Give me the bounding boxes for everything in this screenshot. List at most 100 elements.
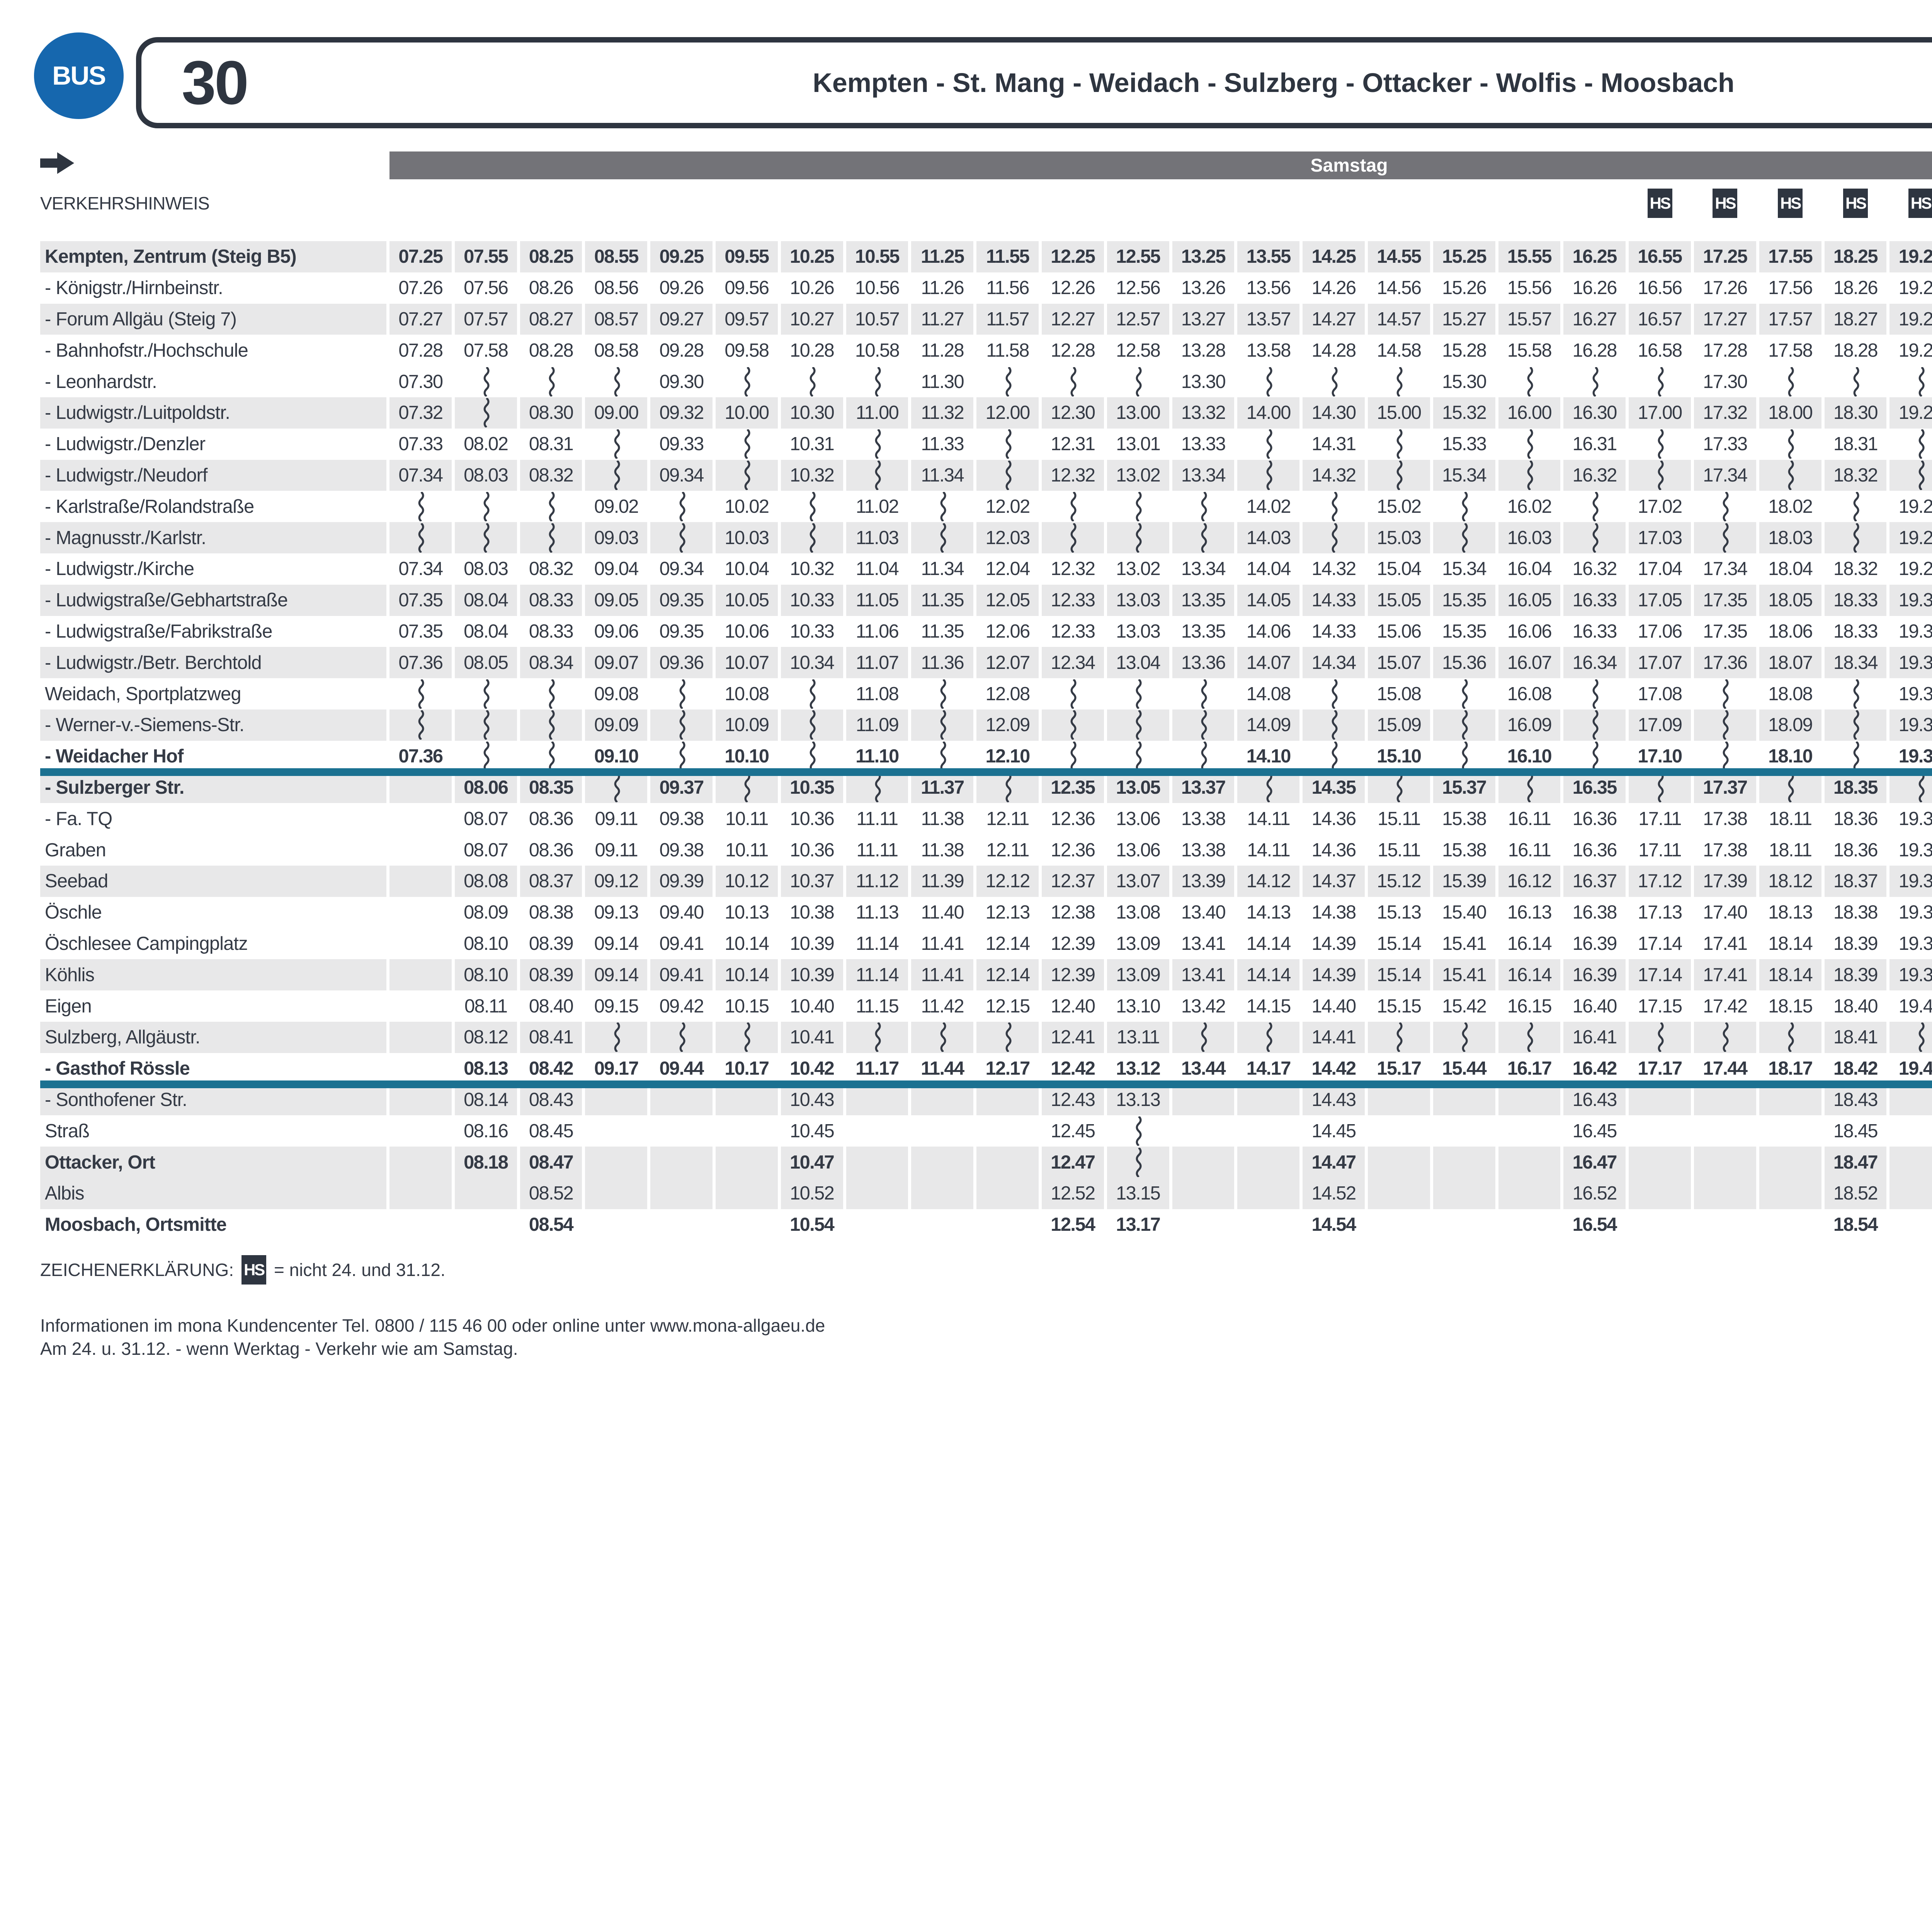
time-cell: 14.26 [1311, 277, 1356, 299]
time-cell: 10.30 [781, 397, 843, 429]
time-cell [1237, 1084, 1300, 1116]
time-cell: 14.05 [1237, 584, 1300, 616]
stop-name-cell: Köhlis [40, 959, 386, 991]
time-cell: 07.30 [398, 371, 443, 392]
time-cell: 18.04 [1768, 558, 1813, 580]
time-cell: 11.36 [911, 647, 974, 679]
time-cell: 13.58 [1246, 340, 1291, 361]
day-banner: Samstag Sonn-/Feiertag VERKEHRSHINWEIS H… [40, 151, 1932, 218]
time-cell: 16.33 [1563, 584, 1626, 616]
time-cell: 16.08 [1507, 683, 1552, 704]
skip-wavy-icon [650, 1021, 713, 1053]
skip-wavy-icon [585, 366, 647, 397]
time-cell: 14.55 [1367, 241, 1430, 272]
time-cell: 09.27 [650, 303, 713, 335]
time-cell: 15.32 [1433, 397, 1495, 429]
time-cell: 19.30 [1889, 584, 1932, 616]
time-cell: 13.30 [1181, 371, 1226, 392]
time-cell: 18.42 [1833, 1058, 1878, 1079]
time-cell: 18.07 [1759, 647, 1821, 679]
time-cell: 16.00 [1498, 397, 1561, 429]
time-cell: 10.34 [781, 647, 843, 679]
time-cell: 15.03 [1367, 522, 1430, 553]
time-cell [389, 1084, 452, 1116]
time-cell: 18.33 [1824, 584, 1887, 616]
time-cell: 08.33 [520, 584, 582, 616]
skip-wavy-icon [1629, 459, 1691, 491]
time-cell: 13.28 [1181, 340, 1226, 361]
skip-wavy-icon [1889, 1021, 1932, 1053]
time-cell: 08.30 [520, 397, 582, 429]
time-cell: 17.14 [1638, 933, 1682, 954]
stop-name-cell: - Sulzberger Str. [40, 772, 386, 803]
time-cell: 16.28 [1572, 340, 1617, 361]
time-cell: 08.14 [454, 1084, 517, 1116]
time-cell: 11.57 [976, 303, 1039, 335]
skip-wavy-icon [976, 772, 1039, 803]
time-cell: 17.02 [1638, 496, 1682, 517]
skip-wavy-icon [846, 429, 908, 460]
time-cell: 17.30 [1703, 371, 1748, 392]
time-cell [1367, 1084, 1430, 1116]
time-cell: 14.28 [1311, 340, 1356, 361]
time-cell [1172, 1115, 1235, 1147]
time-cell: 10.39 [790, 933, 835, 954]
time-cell [389, 897, 452, 928]
time-cell: 12.37 [1041, 865, 1104, 897]
time-cell [846, 1084, 908, 1116]
time-cell: 14.14 [1237, 959, 1300, 991]
time-cell: 14.33 [1311, 621, 1356, 642]
time-cell: 18.30 [1824, 397, 1887, 429]
time-cell [976, 1115, 1039, 1147]
stop-name-cell: - Werner-v.-Siemens-Str. [40, 709, 386, 741]
time-cell: 09.25 [650, 241, 713, 272]
time-cell: 16.36 [1572, 839, 1617, 861]
time-cell: 13.06 [1116, 808, 1161, 829]
hs-badge: HS [241, 1255, 266, 1285]
time-cell: 09.57 [715, 303, 778, 335]
stop-name-cell: Moosbach, Ortsmitte [45, 1214, 227, 1235]
stop-name-cell: Albis [40, 1177, 386, 1209]
time-cell [1237, 1209, 1299, 1240]
time-cell: 11.17 [855, 1058, 899, 1079]
time-cell: 14.42 [1311, 1058, 1356, 1079]
time-cell: 08.12 [454, 1021, 517, 1053]
time-cell: 17.04 [1638, 558, 1682, 580]
time-cell [846, 1147, 908, 1178]
time-cell: 17.11 [1638, 808, 1682, 829]
time-cell [911, 1115, 973, 1147]
time-cell: 12.17 [985, 1058, 1031, 1079]
time-cell: 15.34 [1442, 558, 1487, 580]
time-cell: 10.02 [724, 496, 769, 517]
skip-wavy-icon [781, 491, 843, 522]
time-cell: 17.00 [1629, 397, 1691, 429]
time-cell: 16.06 [1507, 621, 1552, 642]
skip-wavy-icon [1498, 1021, 1561, 1053]
time-cell [1368, 1209, 1430, 1240]
time-cell: 10.58 [855, 340, 900, 361]
time-cell: 11.35 [921, 621, 964, 642]
time-cell: 09.09 [585, 709, 648, 741]
time-cell: 16.05 [1498, 584, 1561, 616]
time-cell: 10.52 [781, 1177, 843, 1209]
time-cell: 12.00 [976, 397, 1039, 429]
time-cell: 10.26 [790, 277, 835, 299]
time-cell: 13.06 [1116, 839, 1161, 861]
stop-name-cell: - Ludwigstr./Luitpoldstr. [40, 397, 386, 429]
direction-arrow-icon [40, 151, 386, 180]
time-cell [716, 1115, 778, 1147]
time-cell: 17.26 [1703, 277, 1748, 299]
time-cell [976, 1084, 1039, 1116]
time-cell: 12.43 [1041, 1084, 1104, 1116]
time-cell: 11.34 [921, 558, 964, 580]
time-cell: 08.26 [529, 277, 574, 299]
time-cell: 07.58 [464, 340, 509, 361]
time-cell: 12.08 [985, 683, 1031, 704]
zone-divider-1 [40, 768, 1932, 776]
skip-wavy-icon [976, 1021, 1039, 1053]
time-cell: 10.14 [724, 933, 769, 954]
time-cell: 19.34 [1889, 709, 1932, 741]
skip-wavy-icon [389, 522, 452, 553]
time-cell: 15.37 [1433, 772, 1495, 803]
time-cell: 17.55 [1759, 241, 1821, 272]
